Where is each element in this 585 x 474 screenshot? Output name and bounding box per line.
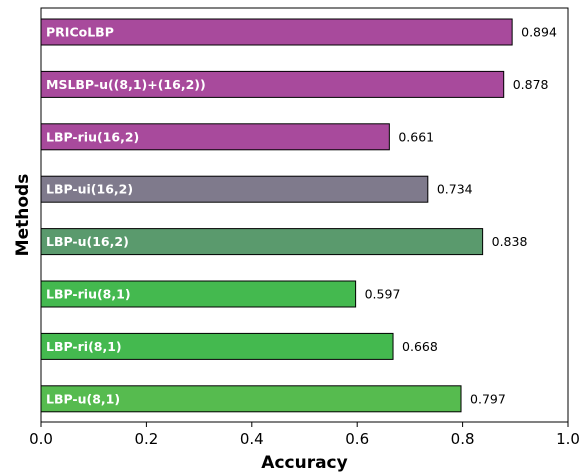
bar-category-label: LBP-ui(16,2): [46, 182, 133, 197]
x-tick-label: 1.0: [556, 430, 580, 448]
x-ticks-layer: 0.0 0.2 0.4 0.6 0.8 1.0: [29, 422, 580, 448]
x-tick-label: 0.4: [240, 430, 264, 448]
bar-value-label: 0.597: [365, 287, 401, 302]
x-tick-label: 0.8: [451, 430, 475, 448]
bar-category-label: LBP-riu(16,2): [46, 129, 139, 144]
bar-value-label: 0.734: [437, 182, 473, 197]
bars-layer: PRICoLBP 0.894 MSLBP-u((8,1)+(16,2)) 0.878 L…: [40, 18, 557, 413]
bar-value-label: 0.661: [398, 129, 434, 144]
axes-layer: [40, 7, 569, 423]
bar-category-label: LBP-u(16,2): [46, 234, 129, 249]
bar-0: [40, 18, 513, 46]
x-tick-label: 0.2: [134, 430, 158, 448]
bar-value-label: 0.838: [492, 234, 528, 249]
bar-1: [40, 70, 505, 98]
bar-4: [40, 228, 484, 256]
bar-value-label: 0.797: [470, 391, 506, 406]
bar-6: [40, 332, 394, 360]
bar-2: [40, 123, 390, 151]
bar-category-label: LBP-ri(8,1): [46, 339, 122, 354]
bar-value-label: 0.668: [402, 339, 438, 354]
plot-frame: [40, 7, 569, 423]
bar-category-label: PRICoLBP: [46, 25, 114, 40]
y-axis-title: Methods: [13, 174, 33, 257]
bar-category-label: LBP-u(8,1): [46, 391, 120, 406]
bar-value-label: 0.878: [513, 77, 549, 92]
x-tick-label: 0.6: [345, 430, 369, 448]
x-tick-label: 0.0: [29, 430, 53, 448]
x-axis-title: Accuracy: [261, 453, 347, 473]
bar-category-label: LBP-riu(8,1): [46, 287, 131, 302]
bar-3: [40, 175, 429, 203]
bar-value-label: 0.894: [521, 25, 557, 40]
bar-category-label: MSLBP-u((8,1)+(16,2)): [46, 77, 206, 92]
